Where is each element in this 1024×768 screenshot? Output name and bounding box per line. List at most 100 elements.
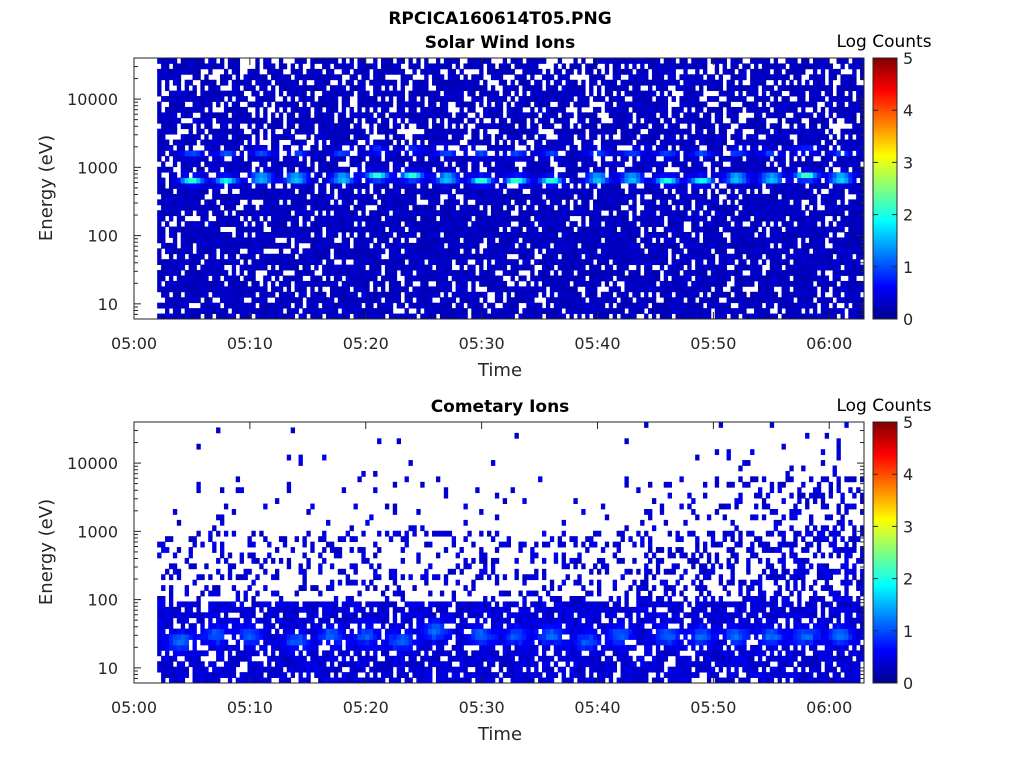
spectrogram-cell <box>212 193 217 200</box>
spectrogram-cell <box>196 74 201 81</box>
spectrogram-cell <box>593 275 598 282</box>
spectrogram-cell <box>349 199 354 206</box>
spectrogram-cell <box>337 177 343 184</box>
spectrogram-cell <box>475 85 480 92</box>
spectrogram-cell <box>172 112 178 119</box>
spectrogram-cell <box>659 172 665 179</box>
spectrogram-cell <box>589 139 594 146</box>
spectrogram-cell <box>435 237 441 244</box>
spectrogram-cell <box>573 242 578 249</box>
spectrogram-cell <box>388 264 394 271</box>
spectrogram-cell <box>636 264 641 271</box>
spectrogram-cell <box>396 58 402 64</box>
spectrogram-cell <box>475 74 480 81</box>
spectrogram-cell <box>294 74 299 81</box>
spectrogram-cell <box>593 270 598 276</box>
spectrogram-cell <box>361 96 366 102</box>
spectrogram-cell <box>231 134 237 140</box>
spectrogram-cell <box>561 291 566 298</box>
spectrogram-cell <box>510 242 515 249</box>
spectrogram-cell <box>565 150 570 157</box>
spectrogram-cell <box>235 58 241 64</box>
spectrogram-cell <box>604 183 610 189</box>
spectrogram-cell <box>648 63 653 70</box>
spectrogram-cell <box>620 58 625 64</box>
spectrogram-cell <box>204 215 209 222</box>
spectrogram-cell <box>675 259 680 266</box>
spectrogram-cell <box>569 139 574 146</box>
spectrogram-cell <box>463 155 468 162</box>
spectrogram-cell <box>659 161 665 168</box>
spectrogram-cell <box>255 210 260 217</box>
spectrogram-cell <box>180 280 186 287</box>
spectrogram-cell <box>494 280 500 287</box>
spectrogram-cell <box>573 145 578 151</box>
spectrogram-cell <box>593 232 598 238</box>
spectrogram-cell <box>263 145 268 151</box>
spectrogram-cell <box>475 193 480 200</box>
spectrogram-cell <box>628 188 633 195</box>
spectrogram-cell <box>506 308 511 314</box>
spectrogram-cell <box>483 161 488 168</box>
spectrogram-cell <box>384 237 390 244</box>
spectrogram-cell <box>483 193 488 200</box>
spectrogram-cell <box>494 101 500 108</box>
spectrogram-cell <box>161 264 166 271</box>
spectrogram-cell <box>435 308 441 314</box>
spectrogram-cell <box>255 155 260 162</box>
spectrogram-cell <box>318 286 323 293</box>
spectrogram-cell <box>196 242 201 249</box>
spectrogram-cell <box>545 280 551 287</box>
spectrogram-cell <box>596 270 602 276</box>
spectrogram-cell <box>624 302 629 309</box>
spectrogram-cell <box>247 221 252 227</box>
spectrogram-cell <box>381 79 386 86</box>
spectrogram-cell <box>247 286 252 293</box>
spectrogram-cell <box>632 270 637 276</box>
spectrogram-cell <box>318 117 323 124</box>
spectrogram-cell <box>306 172 311 179</box>
spectrogram-cell <box>439 85 445 92</box>
spectrogram-cell <box>274 155 280 162</box>
spectrogram-cell <box>636 139 641 146</box>
spectrogram-cell <box>243 106 248 113</box>
spectrogram-cell <box>361 242 366 249</box>
spectrogram-cell <box>608 101 614 108</box>
spectrogram-cell <box>251 286 256 293</box>
spectrogram-cell <box>294 302 299 309</box>
spectrogram-cell <box>424 112 429 119</box>
spectrogram-cell <box>671 264 676 271</box>
spectrogram-cell <box>172 210 178 217</box>
spectrogram-cell <box>310 297 315 304</box>
spectrogram-cell <box>298 232 303 238</box>
spectrogram-cell <box>361 58 366 64</box>
spectrogram-cell <box>396 221 402 227</box>
spectrogram-cell <box>624 166 629 173</box>
spectrogram-cell <box>404 280 409 287</box>
spectrogram-cell <box>192 264 197 271</box>
spectrogram-cell <box>192 172 197 179</box>
spectrogram-cell <box>565 155 570 162</box>
spectrogram-cell <box>223 123 229 130</box>
spectrogram-cell <box>180 112 186 119</box>
spectrogram-cell <box>357 150 362 157</box>
spectrogram-cell <box>596 221 602 227</box>
spectrogram-cell <box>593 58 598 64</box>
spectrogram-cell <box>259 242 264 249</box>
spectrogram-cell <box>271 161 276 168</box>
spectrogram-cell <box>577 101 582 108</box>
spectrogram-cell <box>208 313 213 320</box>
spectrogram-cell <box>608 275 614 282</box>
spectrogram-cell <box>157 210 162 217</box>
spectrogram-cell <box>585 237 590 244</box>
spectrogram-cell <box>365 237 370 244</box>
spectrogram-cell <box>404 199 409 206</box>
figure-title: RPCICA160614T05.PNG <box>388 9 611 29</box>
spectrogram-cell <box>483 139 488 146</box>
spectrogram-cell <box>663 172 669 179</box>
spectrogram-cell <box>447 85 453 92</box>
spectrogram-cell <box>255 101 260 108</box>
spectrogram-cell <box>349 79 354 86</box>
spectrogram-cell <box>361 270 366 276</box>
spectrogram-cell <box>612 215 618 222</box>
